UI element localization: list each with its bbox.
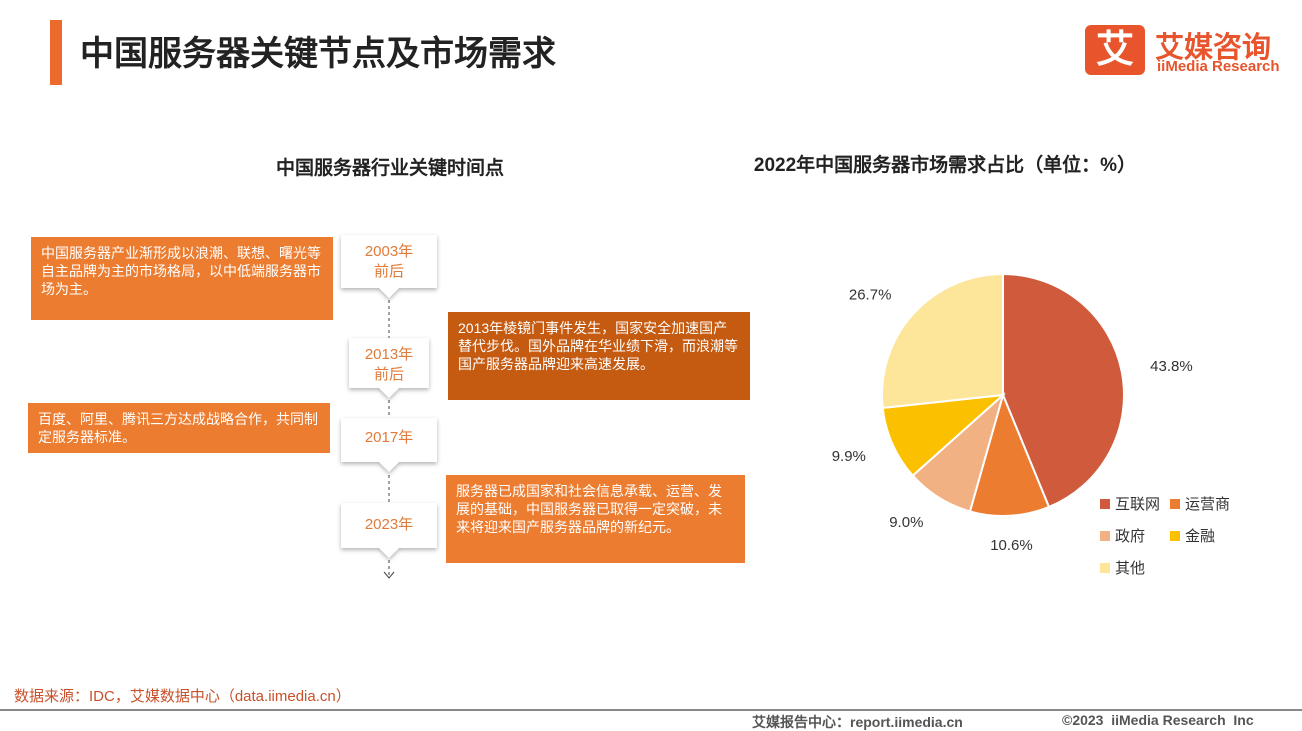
- footer-rule: [0, 709, 1302, 711]
- legend-swatch: [1100, 563, 1110, 573]
- node-line: 前后: [373, 366, 404, 383]
- logo-en: iiMedia Research: [1157, 58, 1280, 75]
- node-box: [341, 418, 437, 472]
- pie-slice: [881, 393, 1006, 477]
- legend-label: 金融: [1185, 528, 1215, 545]
- footer-site: 艾媒报告中心：report.iimedia.cn: [752, 714, 963, 730]
- event-box: 中国服务器产业渐形成以浪潮、联想、曙光等自主品牌为主的市场格局，以中低端服务器市…: [31, 237, 333, 320]
- footer-copyright: ©2023 iiMedia Research Inc: [1062, 712, 1254, 728]
- legend-label: 政府: [1115, 528, 1145, 545]
- data-label: 10.6%: [990, 537, 1033, 554]
- node-line: 2013年: [364, 346, 414, 363]
- legend-swatch: [1100, 531, 1110, 541]
- node-label: 2023年: [341, 515, 437, 535]
- legend-swatch: [1170, 499, 1180, 509]
- page-title: 中国服务器关键节点及市场需求: [80, 35, 556, 73]
- event-box: 服务器已成国家和社会信息承载、运营、发展的基础，中国服务器已取得一定突破，未来将…: [446, 475, 745, 563]
- legend-label: 其他: [1115, 560, 1145, 577]
- node-box: [341, 503, 437, 558]
- source: 数据来源：IDC，艾媒数据中心（data.iimedia.cn）: [14, 688, 351, 705]
- title-bar: [50, 20, 62, 85]
- event-box: 2013年棱镜门事件发生，国家安全加速国产替代步伐。国外品牌在华业绩下滑，而浪潮…: [448, 312, 750, 400]
- node-line: 2003年: [364, 243, 414, 260]
- node-line: 2023年: [364, 516, 414, 533]
- data-label: 9.0%: [889, 514, 923, 531]
- logo-mark: 艾: [1085, 25, 1145, 75]
- pie-slice: [881, 272, 1004, 410]
- chart-title: 2022年中国服务器市场需求占比（单位：%）: [753, 155, 1137, 176]
- node-box: [341, 235, 437, 298]
- logo-cn: 艾媒咨询: [1155, 32, 1272, 64]
- pie-slice: [1002, 272, 1125, 509]
- node-box: [349, 338, 429, 398]
- data-label: 9.9%: [832, 448, 866, 465]
- node-label: 2003年前后: [341, 242, 437, 282]
- node-label: 2013年前后: [341, 345, 437, 385]
- node-label: 2017年: [341, 428, 437, 448]
- node-line: 前后: [373, 263, 404, 280]
- event-box: 百度、阿里、腾讯三方达成战略合作，共同制定服务器标准。: [28, 403, 330, 453]
- legend-label: 运营商: [1185, 496, 1230, 513]
- node-line: 2017年: [364, 429, 414, 446]
- legend-label: 互联网: [1115, 496, 1160, 513]
- data-label: 43.8%: [1150, 358, 1193, 375]
- legend-swatch: [1170, 531, 1180, 541]
- timeline-title: 中国服务器行业关键时间点: [275, 158, 504, 179]
- arrow-head: [383, 571, 395, 579]
- data-label: 26.7%: [849, 287, 892, 304]
- legend-swatch: [1100, 499, 1110, 509]
- pie-slice: [968, 391, 1051, 517]
